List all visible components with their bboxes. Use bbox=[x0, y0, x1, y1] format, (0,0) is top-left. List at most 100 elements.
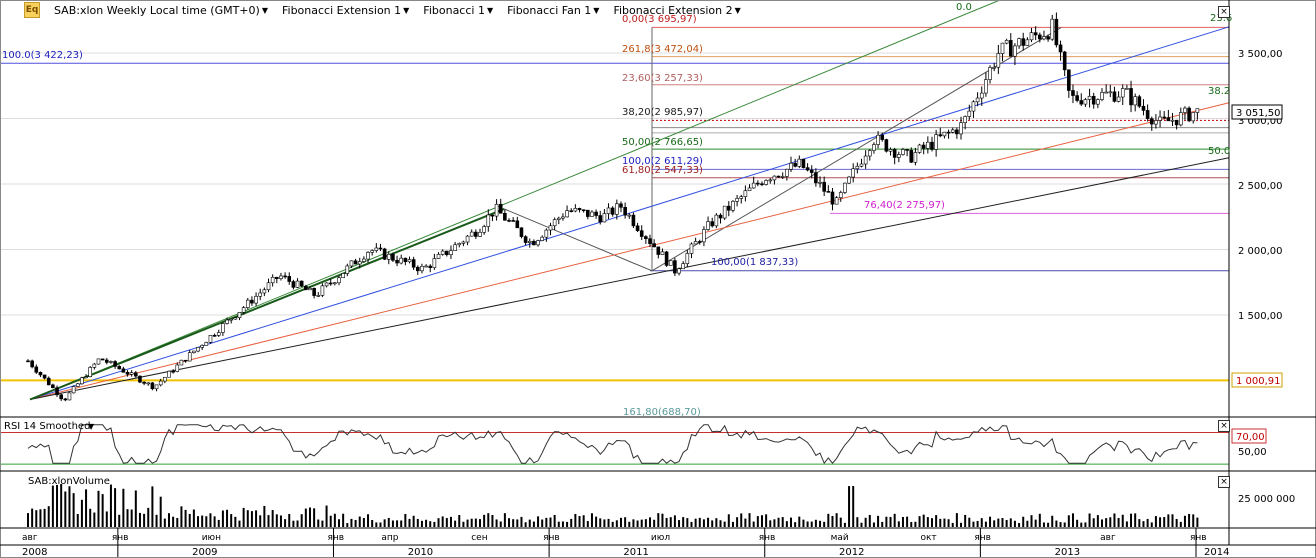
volume-bar bbox=[375, 522, 378, 527]
rsi-level-label: 70,00 bbox=[1236, 432, 1265, 443]
volume-bar bbox=[1125, 521, 1128, 527]
volume-bar bbox=[1034, 519, 1037, 527]
volume-bar bbox=[574, 513, 577, 527]
candle-body bbox=[399, 257, 404, 264]
candle-body bbox=[1112, 91, 1117, 102]
volume-bar bbox=[499, 521, 502, 527]
volume-bar bbox=[819, 520, 822, 527]
volume-bar bbox=[868, 514, 871, 527]
candle-body bbox=[432, 258, 437, 268]
candle-body bbox=[681, 263, 685, 270]
candle-body bbox=[345, 265, 350, 274]
candle-body bbox=[71, 386, 76, 394]
volume-bar bbox=[408, 518, 411, 527]
volume-bar bbox=[541, 519, 544, 527]
volume-bar bbox=[176, 517, 179, 527]
volume-bar bbox=[1179, 521, 1182, 527]
candle-body bbox=[1075, 95, 1079, 101]
fib-ext-2618-label: 261,8(3 472,04) bbox=[622, 44, 703, 55]
volume-bar bbox=[520, 516, 523, 527]
fib-extension-1-dropdown[interactable]: Fibonacci Extension 1 ▼ bbox=[282, 4, 409, 17]
volume-bar bbox=[1150, 522, 1153, 527]
candle-body bbox=[1096, 99, 1100, 105]
volume-bar bbox=[205, 516, 208, 527]
volume-bar bbox=[487, 513, 490, 527]
candle-body bbox=[138, 375, 142, 383]
volume-bar bbox=[595, 516, 598, 527]
candle-body bbox=[722, 205, 727, 219]
fib-fan-1-dropdown[interactable]: Fibonacci Fan 1 ▼ bbox=[507, 4, 599, 17]
volume-bar bbox=[947, 519, 950, 527]
fib-levels-layer bbox=[0, 26, 1229, 382]
close-rsi-panel-icon[interactable]: × bbox=[1218, 420, 1230, 432]
volume-bar bbox=[1101, 519, 1104, 527]
candle-body bbox=[780, 176, 785, 178]
fibonacci-1-dropdown[interactable]: Fibonacci 1 ▼ bbox=[423, 4, 493, 17]
volume-bar bbox=[914, 521, 917, 527]
volume-bar bbox=[151, 486, 154, 527]
volume-bar bbox=[72, 493, 75, 527]
candle-body bbox=[478, 231, 482, 237]
candle-body bbox=[946, 131, 951, 134]
candle-body bbox=[167, 370, 171, 378]
volume-bar bbox=[607, 518, 610, 527]
symbol-dropdown[interactable]: SAB:xlon Weekly Local time (GMT+0) ▼ bbox=[54, 4, 268, 17]
candle-body bbox=[1004, 40, 1009, 44]
volume-bar bbox=[524, 522, 527, 527]
candle-body bbox=[536, 240, 540, 246]
candle-body bbox=[498, 203, 503, 214]
chevron-down-icon[interactable]: ▼ bbox=[88, 422, 95, 431]
candle-body bbox=[523, 236, 528, 243]
fib-fan-line bbox=[29, 0, 1001, 400]
candle-body bbox=[113, 361, 117, 367]
volume-bar bbox=[321, 520, 324, 527]
volume-bar bbox=[284, 519, 287, 527]
volume-bar bbox=[968, 517, 971, 527]
fib-ext-triangle bbox=[503, 27, 1062, 272]
volume-bar bbox=[250, 511, 253, 527]
candle-body bbox=[407, 259, 412, 263]
candle-body bbox=[304, 285, 308, 291]
candle-body bbox=[619, 203, 623, 208]
volume-bar bbox=[823, 521, 826, 527]
candle-body bbox=[818, 181, 822, 184]
volume-bar bbox=[930, 518, 933, 527]
candle-body bbox=[610, 207, 615, 215]
volume-bar bbox=[1117, 517, 1120, 527]
volume-bar bbox=[993, 520, 996, 527]
volume-bar bbox=[267, 515, 270, 527]
candle-body bbox=[1129, 88, 1133, 106]
candle-body bbox=[96, 358, 101, 365]
volume-bar bbox=[118, 514, 121, 527]
fib-extension-2-dropdown[interactable]: Fibonacci Extension 2 ▼ bbox=[613, 4, 740, 17]
close-volume-panel-icon[interactable]: × bbox=[1218, 476, 1230, 488]
volume-bar bbox=[1013, 520, 1016, 527]
month-tick-label: янв bbox=[1190, 533, 1207, 543]
month-tick-label: апр bbox=[381, 533, 398, 543]
candle-body bbox=[150, 382, 155, 390]
volume-bar bbox=[939, 518, 942, 527]
candle-body bbox=[1058, 44, 1063, 53]
volume-bar bbox=[1154, 516, 1157, 527]
fib-ext-100b-label: 100,00(1 837,33) bbox=[711, 257, 798, 268]
candle-body bbox=[183, 359, 188, 362]
volume-bar bbox=[731, 521, 734, 527]
candle-body bbox=[586, 209, 590, 217]
volume-bar bbox=[864, 517, 867, 527]
candle-body bbox=[494, 203, 499, 217]
volume-bar bbox=[972, 521, 975, 527]
volume-bar bbox=[1038, 513, 1041, 527]
volume-bar bbox=[781, 517, 784, 527]
candle-body bbox=[731, 200, 735, 211]
candle-body bbox=[714, 214, 719, 227]
candle-body bbox=[204, 342, 209, 346]
candle-body bbox=[34, 366, 39, 373]
volume-bar bbox=[383, 519, 386, 527]
volume-bar bbox=[147, 507, 150, 527]
candle-body bbox=[623, 207, 627, 216]
close-price-panel-icon[interactable]: × bbox=[1218, 6, 1230, 18]
candle-body bbox=[532, 240, 536, 246]
volume-bar bbox=[586, 521, 589, 527]
candle-body bbox=[461, 241, 466, 244]
